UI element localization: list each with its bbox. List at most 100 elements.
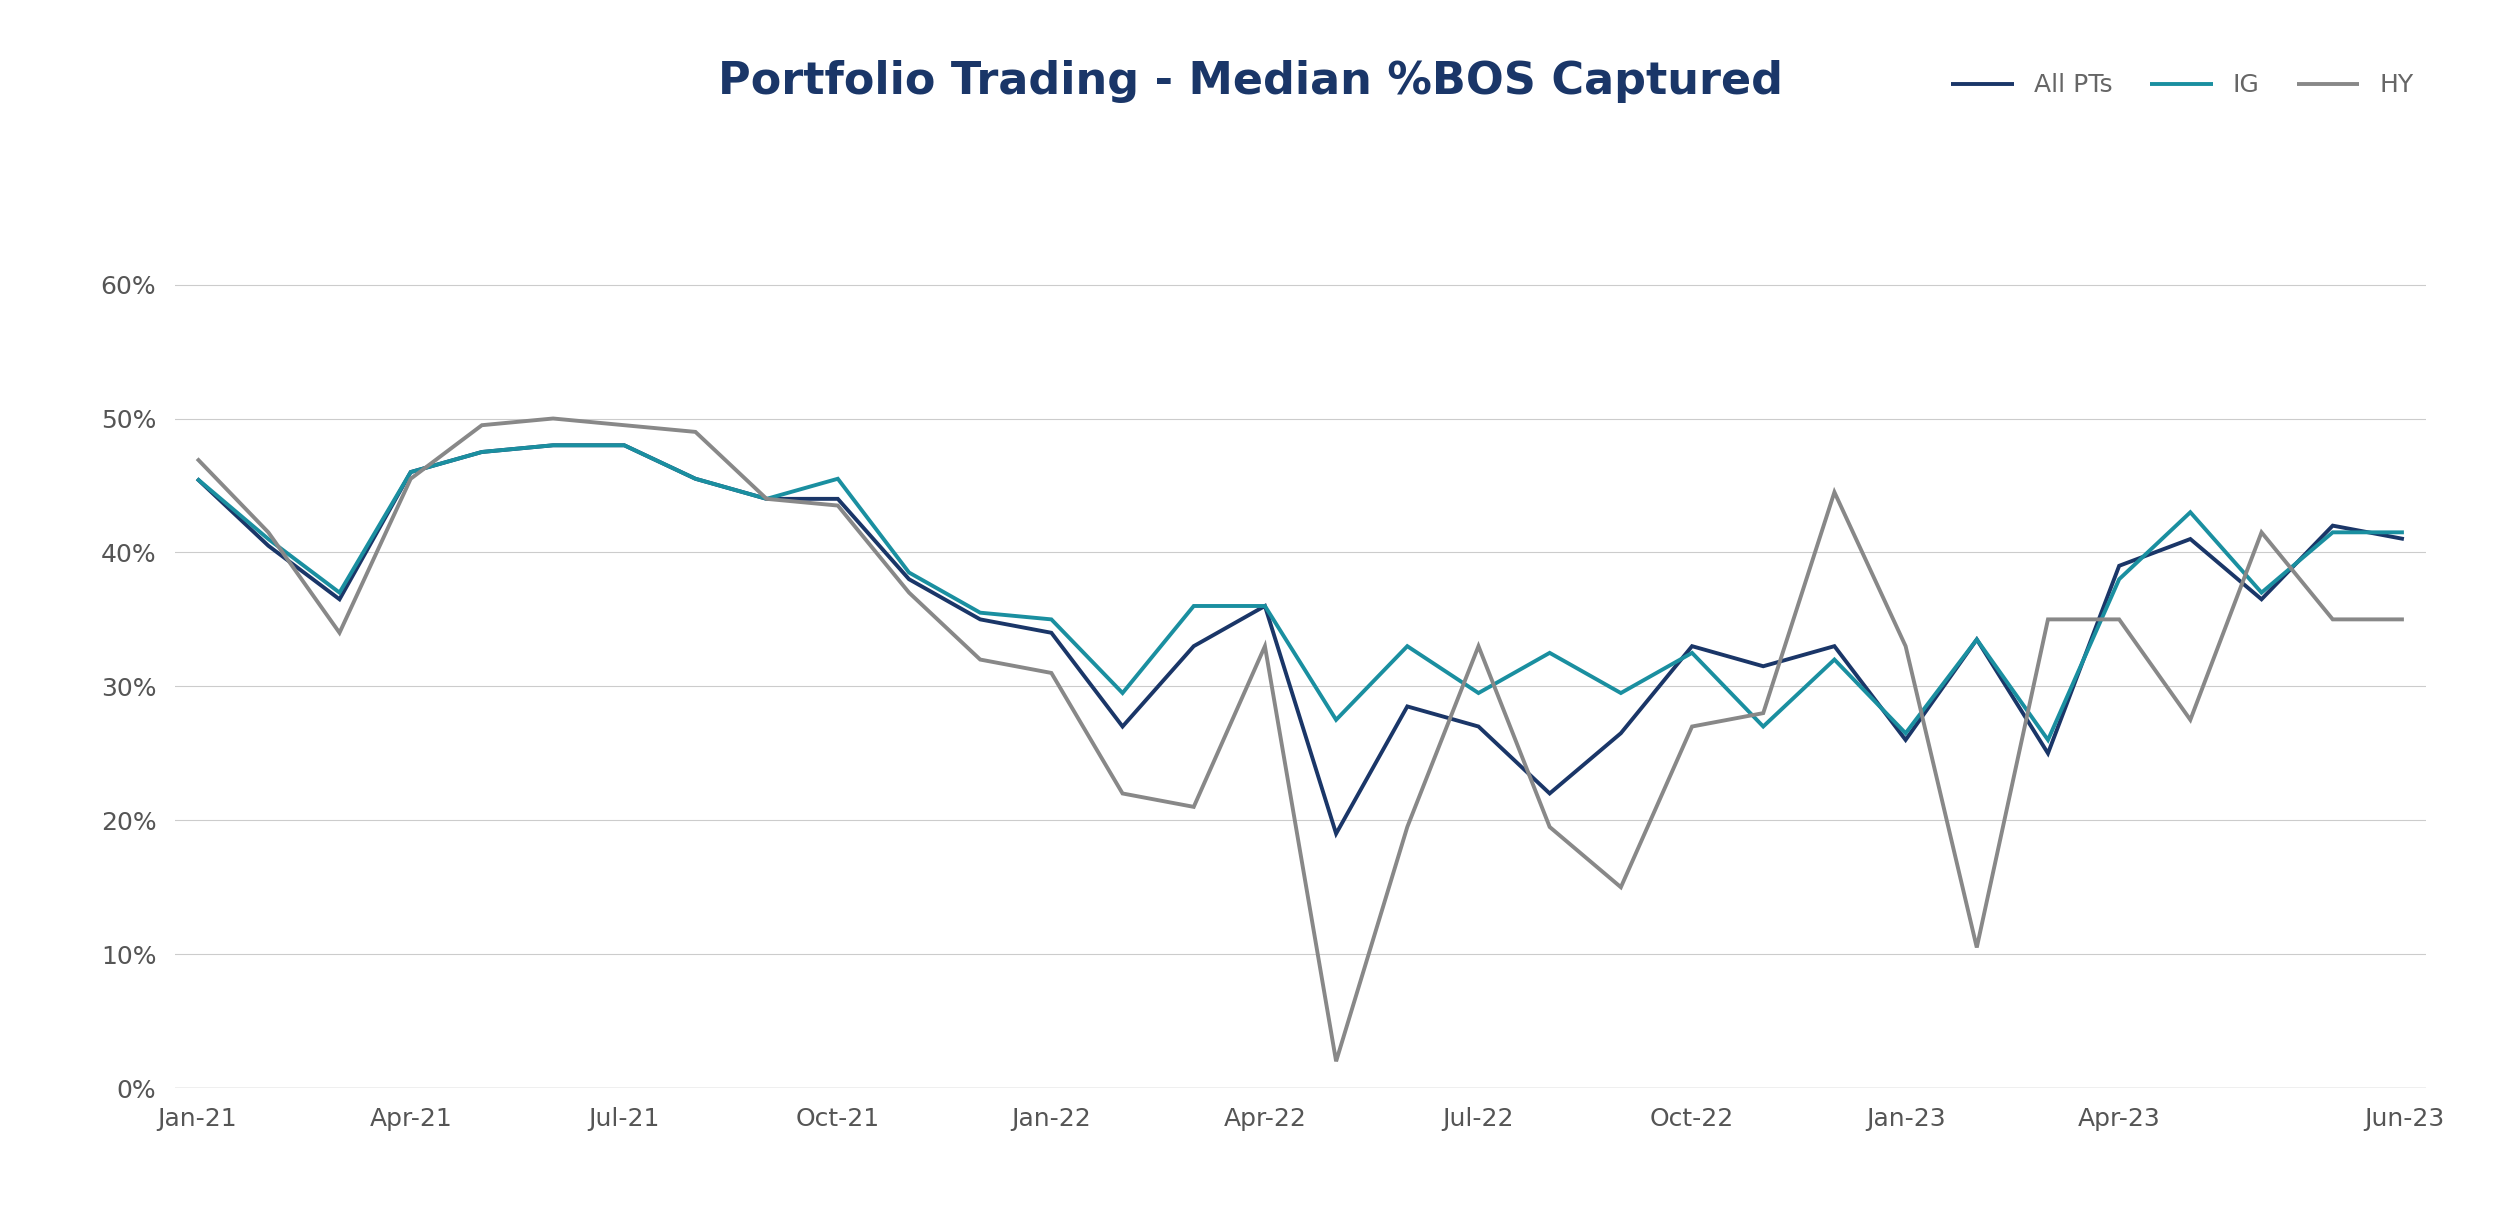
All PTs bbox=[1178, 638, 1208, 653]
HY bbox=[2388, 612, 2418, 626]
IG bbox=[1891, 725, 1921, 740]
HY bbox=[680, 424, 710, 439]
HY bbox=[2246, 525, 2276, 539]
IG bbox=[893, 566, 923, 580]
IG bbox=[253, 532, 283, 546]
All PTs bbox=[253, 538, 283, 553]
All PTs bbox=[1035, 625, 1065, 640]
All PTs bbox=[2388, 532, 2418, 546]
HY bbox=[2103, 612, 2133, 626]
IG bbox=[1035, 612, 1065, 626]
HY bbox=[1678, 719, 1708, 734]
All PTs bbox=[2246, 592, 2276, 607]
HY bbox=[1463, 638, 1493, 653]
HY bbox=[1178, 799, 1208, 814]
IG bbox=[1463, 686, 1493, 700]
HY bbox=[610, 418, 640, 433]
IG bbox=[538, 438, 568, 452]
IG bbox=[1818, 653, 1848, 667]
IG bbox=[1748, 719, 1778, 734]
HY bbox=[1536, 820, 1566, 834]
IG bbox=[1536, 646, 1566, 660]
HY bbox=[395, 472, 425, 486]
All PTs bbox=[1678, 638, 1708, 653]
HY bbox=[1748, 706, 1778, 721]
HY bbox=[538, 411, 568, 426]
Line: All PTs: All PTs bbox=[198, 445, 2403, 834]
HY bbox=[1393, 820, 1423, 834]
IG bbox=[2246, 585, 2276, 600]
All PTs bbox=[1108, 719, 1138, 734]
HY bbox=[1108, 786, 1138, 800]
IG bbox=[325, 585, 355, 600]
IG bbox=[1961, 632, 1991, 647]
HY bbox=[183, 451, 213, 465]
All PTs bbox=[1606, 725, 1636, 740]
All PTs bbox=[965, 612, 995, 626]
All PTs bbox=[1536, 786, 1566, 800]
IG bbox=[2388, 525, 2418, 539]
IG bbox=[1321, 712, 1351, 727]
IG bbox=[468, 445, 498, 459]
HY bbox=[1035, 666, 1065, 681]
IG bbox=[1178, 598, 1208, 613]
IG bbox=[395, 464, 425, 479]
IG bbox=[1108, 686, 1138, 700]
HY bbox=[893, 585, 923, 600]
All PTs bbox=[1463, 719, 1493, 734]
HY bbox=[325, 625, 355, 640]
IG bbox=[610, 438, 640, 452]
IG bbox=[2176, 505, 2206, 520]
All PTs bbox=[325, 592, 355, 607]
IG bbox=[2318, 525, 2348, 539]
HY bbox=[1250, 638, 1281, 653]
IG bbox=[183, 472, 213, 486]
All PTs bbox=[2176, 532, 2206, 546]
HY bbox=[823, 498, 853, 513]
HY bbox=[468, 418, 498, 433]
All PTs bbox=[893, 572, 923, 586]
HY bbox=[1818, 485, 1848, 499]
All PTs bbox=[538, 438, 568, 452]
All PTs bbox=[823, 492, 853, 507]
HY bbox=[753, 492, 783, 507]
Legend: All PTs, IG, HY: All PTs, IG, HY bbox=[1951, 74, 2413, 98]
HY bbox=[1891, 638, 1921, 653]
Text: Portfolio Trading - Median %BOS Captured: Portfolio Trading - Median %BOS Captured bbox=[718, 60, 1783, 104]
All PTs bbox=[1748, 659, 1778, 673]
HY bbox=[1321, 1054, 1351, 1069]
All PTs bbox=[2318, 519, 2348, 533]
IG bbox=[965, 606, 995, 620]
IG bbox=[1678, 646, 1708, 660]
IG bbox=[753, 492, 783, 507]
IG bbox=[1250, 598, 1281, 613]
All PTs bbox=[183, 472, 213, 486]
HY bbox=[2176, 712, 2206, 727]
IG bbox=[823, 472, 853, 486]
HY bbox=[253, 525, 283, 539]
HY bbox=[1606, 880, 1636, 895]
All PTs bbox=[1250, 598, 1281, 613]
HY bbox=[2033, 612, 2063, 626]
Line: IG: IG bbox=[198, 445, 2403, 740]
All PTs bbox=[610, 438, 640, 452]
IG bbox=[680, 472, 710, 486]
IG bbox=[2033, 733, 2063, 747]
All PTs bbox=[680, 472, 710, 486]
All PTs bbox=[2033, 746, 2063, 760]
IG bbox=[2103, 572, 2133, 586]
All PTs bbox=[468, 445, 498, 459]
HY bbox=[965, 653, 995, 667]
All PTs bbox=[1818, 638, 1848, 653]
IG bbox=[1606, 686, 1636, 700]
All PTs bbox=[1891, 733, 1921, 747]
All PTs bbox=[1961, 632, 1991, 647]
HY bbox=[2318, 612, 2348, 626]
All PTs bbox=[1321, 827, 1351, 841]
All PTs bbox=[2103, 559, 2133, 573]
All PTs bbox=[1393, 699, 1423, 713]
All PTs bbox=[753, 492, 783, 507]
IG bbox=[1393, 638, 1423, 653]
HY bbox=[1961, 941, 1991, 955]
Line: HY: HY bbox=[198, 418, 2403, 1062]
